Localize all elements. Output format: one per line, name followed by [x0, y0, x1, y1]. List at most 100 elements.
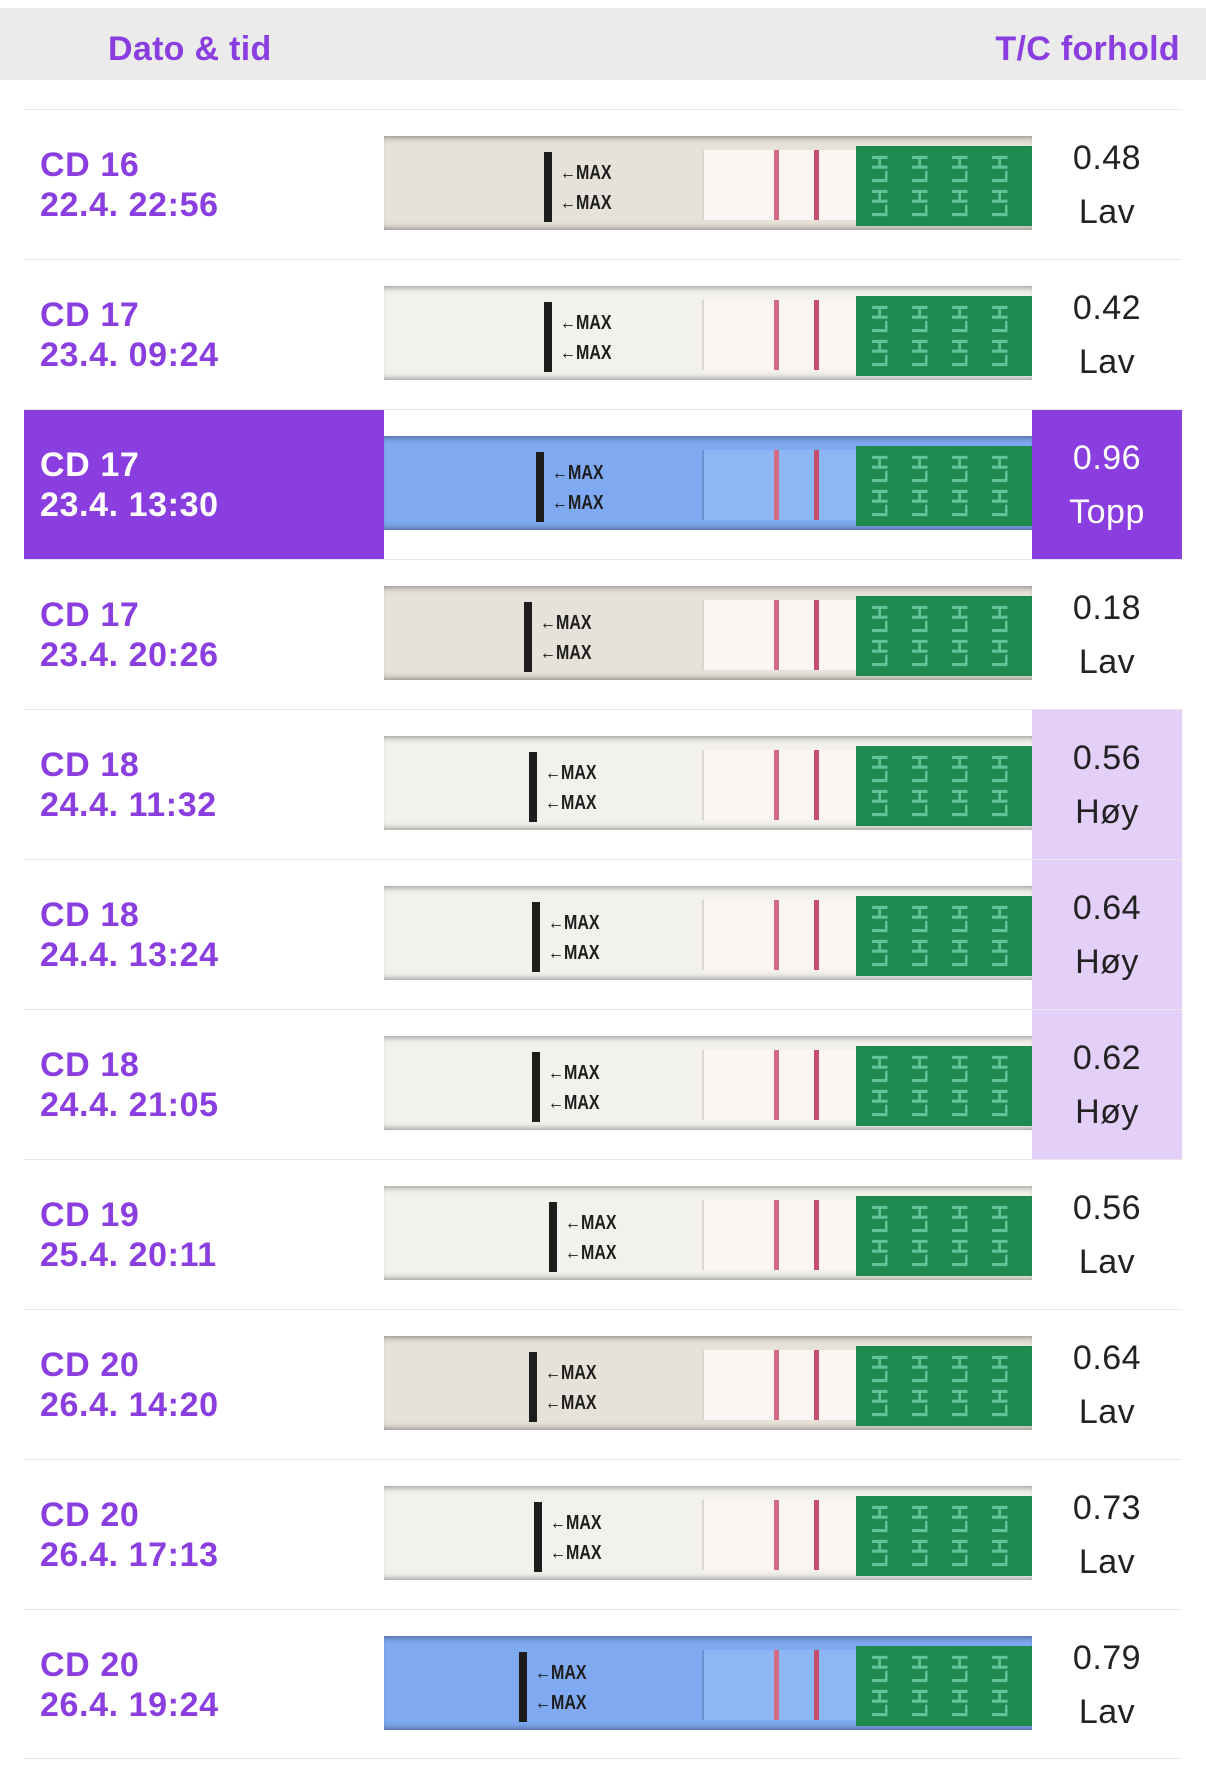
lh-mark: LH — [907, 304, 933, 334]
strip-max-label: ←MAX — [560, 342, 612, 364]
table-header: Dato & tid T/C forhold — [0, 8, 1206, 80]
test-list: CD 16 22.4. 22:56 ←MAX ←MAX LH LH LH LH LH LH LH LH… — [0, 109, 1206, 1759]
lh-mark: LH — [947, 338, 973, 368]
strip-lh-pad: LH LH LH LH LH LH LH LH — [856, 896, 1032, 976]
ratio-cell: 0.64 Høy — [1032, 860, 1182, 1009]
test-strip-image[interactable]: ←MAX ←MAX LH LH LH LH LH LH LH LH — [384, 136, 1032, 230]
lh-mark: LH — [987, 1354, 1013, 1384]
lh-mark: LH — [867, 304, 893, 334]
list-item[interactable]: CD 18 24.4. 11:32 ←MAX ←MAX LH LH LH LH LH LH LH LH… — [24, 709, 1182, 859]
control-line — [814, 450, 819, 520]
ratio-cell: 0.42 Lav — [1032, 260, 1182, 409]
strip-max-label: ←MAX — [552, 492, 604, 514]
ratio-cell: 0.96 Topp — [1032, 410, 1182, 559]
level-label: Lav — [1078, 642, 1136, 681]
lh-mark: LH — [947, 604, 973, 634]
lh-mark: LH — [907, 1654, 933, 1684]
list-item[interactable]: CD 20 26.4. 19:24 ←MAX ←MAX LH LH LH LH LH LH LH LH… — [24, 1609, 1182, 1759]
lh-mark: LH — [987, 454, 1013, 484]
test-strip-image[interactable]: ←MAX ←MAX LH LH LH LH LH LH LH LH — [384, 1636, 1032, 1730]
date-cell: CD 16 22.4. 22:56 — [24, 110, 384, 259]
lh-mark: LH — [947, 188, 973, 218]
strip-result-window — [702, 1200, 857, 1270]
lh-mark: LH — [947, 938, 973, 968]
test-strip-image[interactable]: ←MAX ←MAX LH LH LH LH LH LH LH LH — [384, 1336, 1032, 1430]
lh-mark: LH — [907, 904, 933, 934]
strip-handle-line — [536, 452, 544, 522]
list-item[interactable]: CD 19 25.4. 20:11 ←MAX ←MAX LH LH LH LH LH LH LH LH… — [24, 1159, 1182, 1309]
date-cell: CD 17 23.4. 09:24 — [24, 260, 384, 409]
strip-handle-line — [549, 1202, 557, 1272]
lh-mark: LH — [987, 188, 1013, 218]
lh-mark: LH — [867, 488, 893, 518]
level-label: Høy — [1075, 942, 1139, 981]
strip-lh-pad: LH LH LH LH LH LH LH LH — [856, 296, 1032, 376]
cycle-day-label: CD 19 — [40, 1195, 140, 1234]
test-strip-image[interactable]: ←MAX ←MAX LH LH LH LH LH LH LH LH — [384, 1486, 1032, 1580]
lh-mark: LH — [867, 938, 893, 968]
lh-mark: LH — [947, 304, 973, 334]
strip-result-window — [702, 450, 857, 520]
strip-max-label: ←MAX — [560, 162, 612, 184]
ratio-cell: 0.62 Høy — [1032, 1010, 1182, 1159]
lh-mark: LH — [987, 754, 1013, 784]
list-item[interactable]: CD 16 22.4. 22:56 ←MAX ←MAX LH LH LH LH LH LH LH LH… — [24, 109, 1182, 259]
lh-mark: LH — [867, 638, 893, 668]
list-item[interactable]: CD 17 23.4. 13:30 ←MAX ←MAX LH LH LH LH LH LH LH LH… — [24, 409, 1182, 559]
level-label: Høy — [1075, 792, 1139, 831]
ratio-cell: 0.56 Høy — [1032, 710, 1182, 859]
strip-result-window — [702, 300, 857, 370]
cycle-day-label: CD 20 — [40, 1495, 140, 1534]
test-strip-image[interactable]: ←MAX ←MAX LH LH LH LH LH LH LH LH — [384, 1036, 1032, 1130]
lh-mark: LH — [907, 1688, 933, 1718]
date-cell: CD 17 23.4. 20:26 — [24, 560, 384, 709]
level-label: Høy — [1075, 1092, 1139, 1131]
control-line — [814, 750, 819, 820]
test-strip-image[interactable]: ←MAX ←MAX LH LH LH LH LH LH LH LH — [384, 1186, 1032, 1280]
test-strip-image[interactable]: ←MAX ←MAX LH LH LH LH LH LH LH LH — [384, 886, 1032, 980]
control-line — [814, 1050, 819, 1120]
ratio-cell: 0.48 Lav — [1032, 110, 1182, 259]
test-line — [774, 1200, 779, 1270]
list-item[interactable]: CD 17 23.4. 20:26 ←MAX ←MAX LH LH LH LH LH LH LH LH… — [24, 559, 1182, 709]
list-item[interactable]: CD 18 24.4. 13:24 ←MAX ←MAX LH LH LH LH LH LH LH LH… — [24, 859, 1182, 1009]
test-strip-image[interactable]: ←MAX ←MAX LH LH LH LH LH LH LH LH — [384, 436, 1032, 530]
date-cell: CD 18 24.4. 13:24 — [24, 860, 384, 1009]
list-item[interactable]: CD 17 23.4. 09:24 ←MAX ←MAX LH LH LH LH LH LH LH LH… — [24, 259, 1182, 409]
strip-max-label: ←MAX — [548, 1092, 600, 1114]
strip-result-window — [702, 900, 857, 970]
lh-mark: LH — [867, 1238, 893, 1268]
test-strip-image[interactable]: ←MAX ←MAX LH LH LH LH LH LH LH LH — [384, 586, 1032, 680]
level-label: Lav — [1078, 1242, 1136, 1281]
lh-mark: LH — [947, 1354, 973, 1384]
lh-mark: LH — [907, 1238, 933, 1268]
cycle-day-label: CD 18 — [40, 1045, 140, 1084]
lh-mark: LH — [987, 488, 1013, 518]
control-line — [814, 1650, 819, 1720]
lh-mark: LH — [987, 154, 1013, 184]
lh-mark: LH — [867, 188, 893, 218]
level-label: Lav — [1078, 342, 1136, 381]
ratio-cell: 0.56 Lav — [1032, 1160, 1182, 1309]
ratio-value: 0.64 — [1072, 888, 1142, 927]
list-item[interactable]: CD 20 26.4. 17:13 ←MAX ←MAX LH LH LH LH LH LH LH LH… — [24, 1459, 1182, 1609]
test-strip-image[interactable]: ←MAX ←MAX LH LH LH LH LH LH LH LH — [384, 286, 1032, 380]
lh-mark: LH — [867, 454, 893, 484]
strip-max-label: ←MAX — [540, 612, 592, 634]
lh-mark: LH — [987, 1238, 1013, 1268]
datetime-label: 26.4. 17:13 — [40, 1535, 219, 1574]
cycle-day-label: CD 17 — [40, 445, 140, 484]
list-item[interactable]: CD 18 24.4. 21:05 ←MAX ←MAX LH LH LH LH LH LH LH LH… — [24, 1009, 1182, 1159]
column-header-date[interactable]: Dato & tid — [108, 30, 272, 68]
strip-result-window — [702, 1050, 857, 1120]
lh-mark: LH — [987, 304, 1013, 334]
datetime-label: 23.4. 09:24 — [40, 335, 219, 374]
datetime-label: 22.4. 22:56 — [40, 185, 219, 224]
test-strip-image[interactable]: ←MAX ←MAX LH LH LH LH LH LH LH LH — [384, 736, 1032, 830]
lh-mark: LH — [867, 754, 893, 784]
lh-mark: LH — [867, 1688, 893, 1718]
list-item[interactable]: CD 20 26.4. 14:20 ←MAX ←MAX LH LH LH LH LH LH LH LH… — [24, 1309, 1182, 1459]
strip-handle-line — [532, 902, 540, 972]
strip-max-label: ←MAX — [535, 1692, 587, 1714]
column-header-ratio[interactable]: T/C forhold — [995, 30, 1180, 68]
